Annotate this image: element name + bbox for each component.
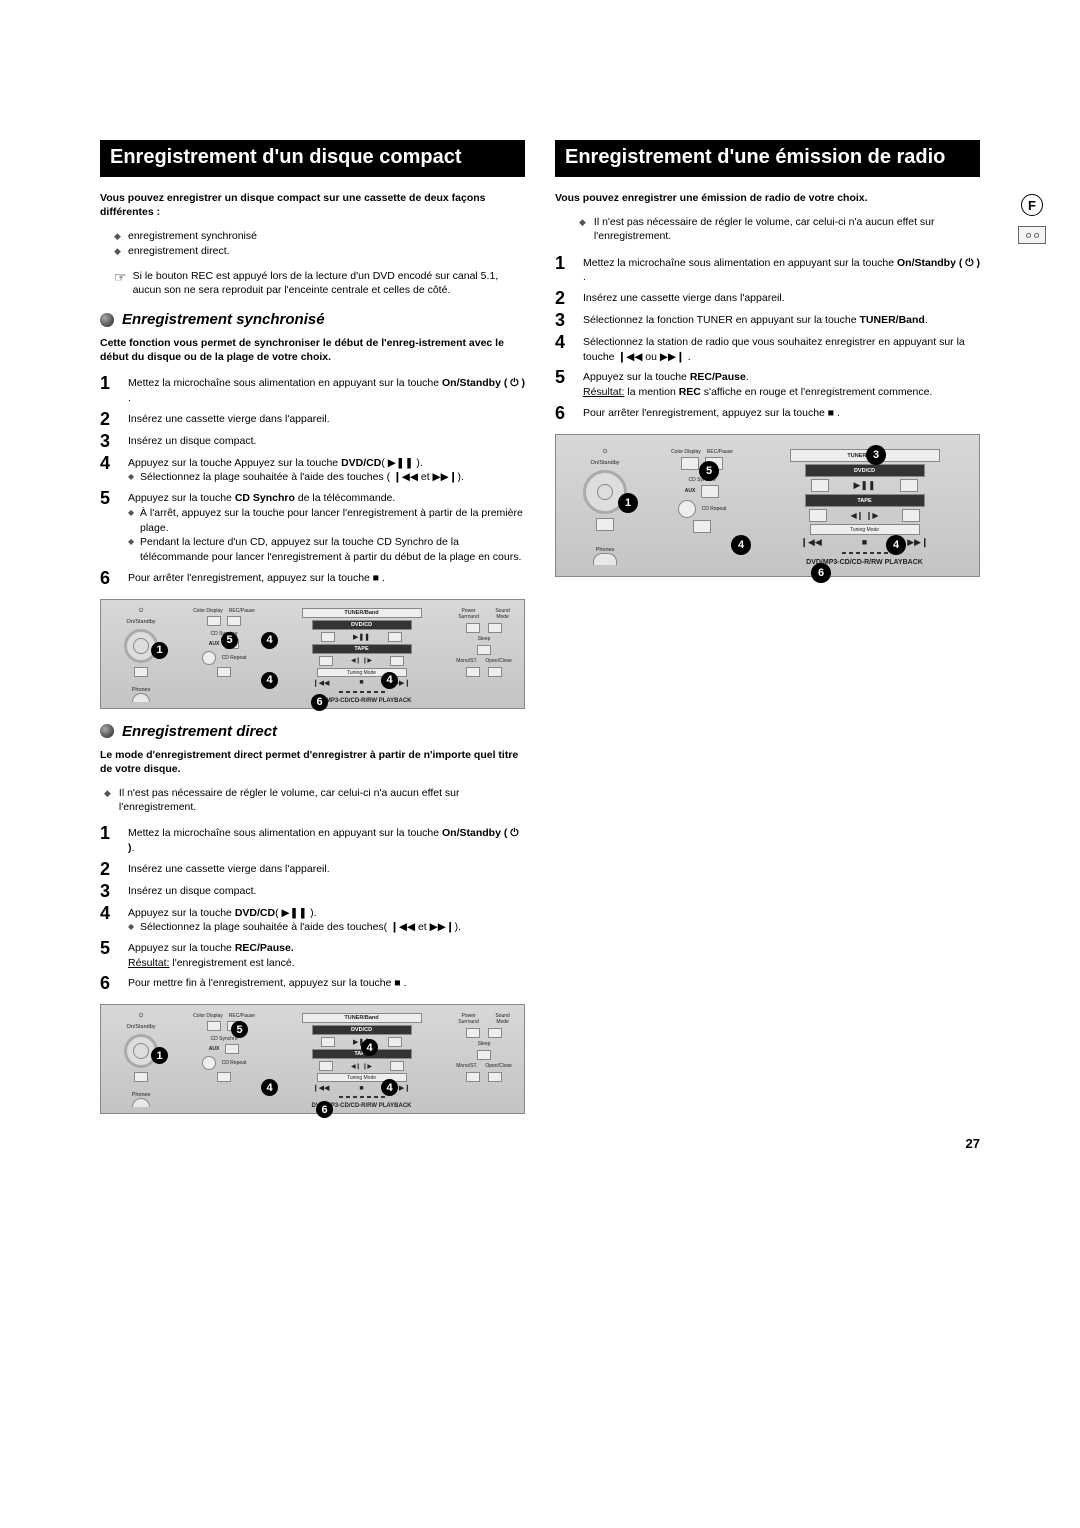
device-panel-direct: ⏻ On/Standby Phones Color DisplayREC/Pau… [100, 1004, 525, 1114]
step-text: Mettez la microchaîne sous alimentation … [128, 374, 525, 405]
callout-3: 3 [866, 445, 886, 465]
onstandby-label: On/Standby [126, 619, 155, 625]
sync-desc: Cette fonction vous permet de synchronis… [100, 336, 525, 364]
callout-5: 5 [221, 632, 238, 649]
step-text: Insérez un disque compact. [128, 432, 256, 450]
callout-4: 4 [886, 535, 906, 555]
bullet: enregistrement synchronisé [128, 229, 525, 244]
callout-6: 6 [311, 694, 328, 711]
left-column: Enregistrement d'un disque compact Vous … [100, 140, 525, 1128]
sync-heading: Enregistrement synchronisé [100, 311, 525, 328]
phones-label: Phones [132, 687, 151, 693]
dvdcd-button: DVD/CD [312, 620, 412, 630]
step-text: Pour arrêter l'enregistrement, appuyez s… [583, 404, 840, 422]
step-text: Insérez un disque compact. [128, 882, 256, 900]
step-text: Insérez une cassette vierge dans l'appar… [128, 860, 330, 878]
phones-jack [132, 693, 150, 702]
bullet-icon [100, 724, 114, 738]
power-icon: ⏻ [139, 1013, 143, 1020]
tape-badge [1018, 226, 1046, 244]
step-number: 5 [100, 489, 118, 564]
direct-note: ◆Il n'est pas nécessaire de régler le vo… [100, 786, 525, 814]
step-text: Insérez une cassette vierge dans l'appar… [583, 289, 785, 307]
step-text: Appuyez sur la touche REC/Pause. Résulta… [128, 939, 295, 970]
step-number: 2 [555, 289, 573, 307]
step-number: 6 [555, 404, 573, 422]
device-panel-radio: ⏻ On/Standby Phones Color DisplayREC/Pau… [555, 434, 980, 577]
step-number: 3 [555, 311, 573, 329]
step-number: 1 [100, 374, 118, 405]
callout-1: 1 [618, 493, 638, 513]
bullet-icon [100, 313, 114, 327]
radio-intro: Vous pouvez enregistrer une émission de … [555, 191, 980, 205]
step-text: Appuyez sur la touche Appuyez sur la tou… [128, 454, 464, 485]
callout-6: 6 [811, 563, 831, 583]
side-badges: F [1018, 194, 1046, 244]
step-text: Sélectionnez la fonction TUNER en appuya… [583, 311, 928, 329]
callout-4: 4 [381, 672, 398, 689]
step-text: Insérez une cassette vierge dans l'appar… [128, 410, 330, 428]
onstandby-label: On/Standby [126, 1024, 155, 1030]
direct-steps: 1 Mettez la microchaîne sous alimentatio… [100, 824, 525, 992]
step-text: Appuyez sur la touche DVD/CD( ▶❚❚ ). Sél… [128, 904, 461, 935]
callout-6: 6 [316, 1101, 333, 1118]
step-text: Appuyez sur la touche REC/Pause. Résulta… [583, 368, 932, 399]
direct-heading: Enregistrement direct [100, 723, 525, 740]
step-number: 4 [100, 454, 118, 485]
step-text: Pour arrêter l'enregistrement, appuyez s… [128, 569, 385, 587]
cd-bullets: enregistrement synchronisé enregistremen… [100, 229, 525, 258]
step-text: Mettez la microchaîne sous alimentation … [583, 254, 980, 285]
callout-4: 4 [731, 535, 751, 555]
section-header-cd: Enregistrement d'un disque compact [100, 140, 525, 177]
section-header-radio: Enregistrement d'une émission de radio [555, 140, 980, 177]
direct-title: Enregistrement direct [122, 723, 277, 740]
radio-note: ◆Il n'est pas nécessaire de régler le vo… [555, 215, 980, 243]
step-number: 1 [100, 824, 118, 855]
step-text: Appuyez sur la touche CD Synchro de la t… [128, 489, 525, 564]
step-text: Sélectionnez la station de radio que vou… [583, 333, 980, 364]
bullet: enregistrement direct. [128, 244, 525, 259]
step-number: 5 [100, 939, 118, 970]
step-text: Mettez la microchaîne sous alimentation … [128, 824, 525, 855]
language-badge: F [1021, 194, 1043, 216]
step-number: 6 [100, 569, 118, 587]
step-number: 2 [100, 410, 118, 428]
callout-5: 5 [699, 461, 719, 481]
tuner-band-button: TUNER/Band [302, 608, 422, 618]
radio-steps: 1 Mettez la microchaîne sous alimentatio… [555, 254, 980, 422]
callout-1: 1 [151, 642, 168, 659]
sync-steps: 1 Mettez la microchaîne sous alimentatio… [100, 374, 525, 586]
power-icon: ⏻ [139, 608, 143, 615]
direct-desc: Le mode d'enregistrement direct permet d… [100, 748, 525, 776]
cd-intro: Vous pouvez enregistrer un disque compac… [100, 191, 525, 219]
step-number: 4 [100, 904, 118, 935]
tape-button: TAPE [312, 644, 412, 654]
callout-4: 4 [261, 632, 278, 649]
page-number: 27 [100, 1136, 980, 1151]
step-number: 3 [100, 432, 118, 450]
step-text: Pour mettre fin à l'enregistrement, appu… [128, 974, 407, 992]
step-number: 1 [555, 254, 573, 285]
note-icon: ☞ [114, 269, 127, 297]
dimmer-button [134, 667, 148, 677]
right-column: Enregistrement d'une émission de radio V… [555, 140, 980, 1128]
device-panel-sync: ⏻ On/Standby Phones Color DisplayREC/Pau… [100, 599, 525, 709]
step-number: 2 [100, 860, 118, 878]
step-number: 4 [555, 333, 573, 364]
step-number: 3 [100, 882, 118, 900]
step-number: 6 [100, 974, 118, 992]
step-number: 5 [555, 368, 573, 399]
sync-title: Enregistrement synchronisé [122, 311, 325, 328]
dvd-note: ☞ Si le bouton REC est appuyé lors de la… [100, 269, 525, 297]
callout-4: 4 [261, 672, 278, 689]
note-text: Si le bouton REC est appuyé lors de la l… [133, 269, 525, 297]
